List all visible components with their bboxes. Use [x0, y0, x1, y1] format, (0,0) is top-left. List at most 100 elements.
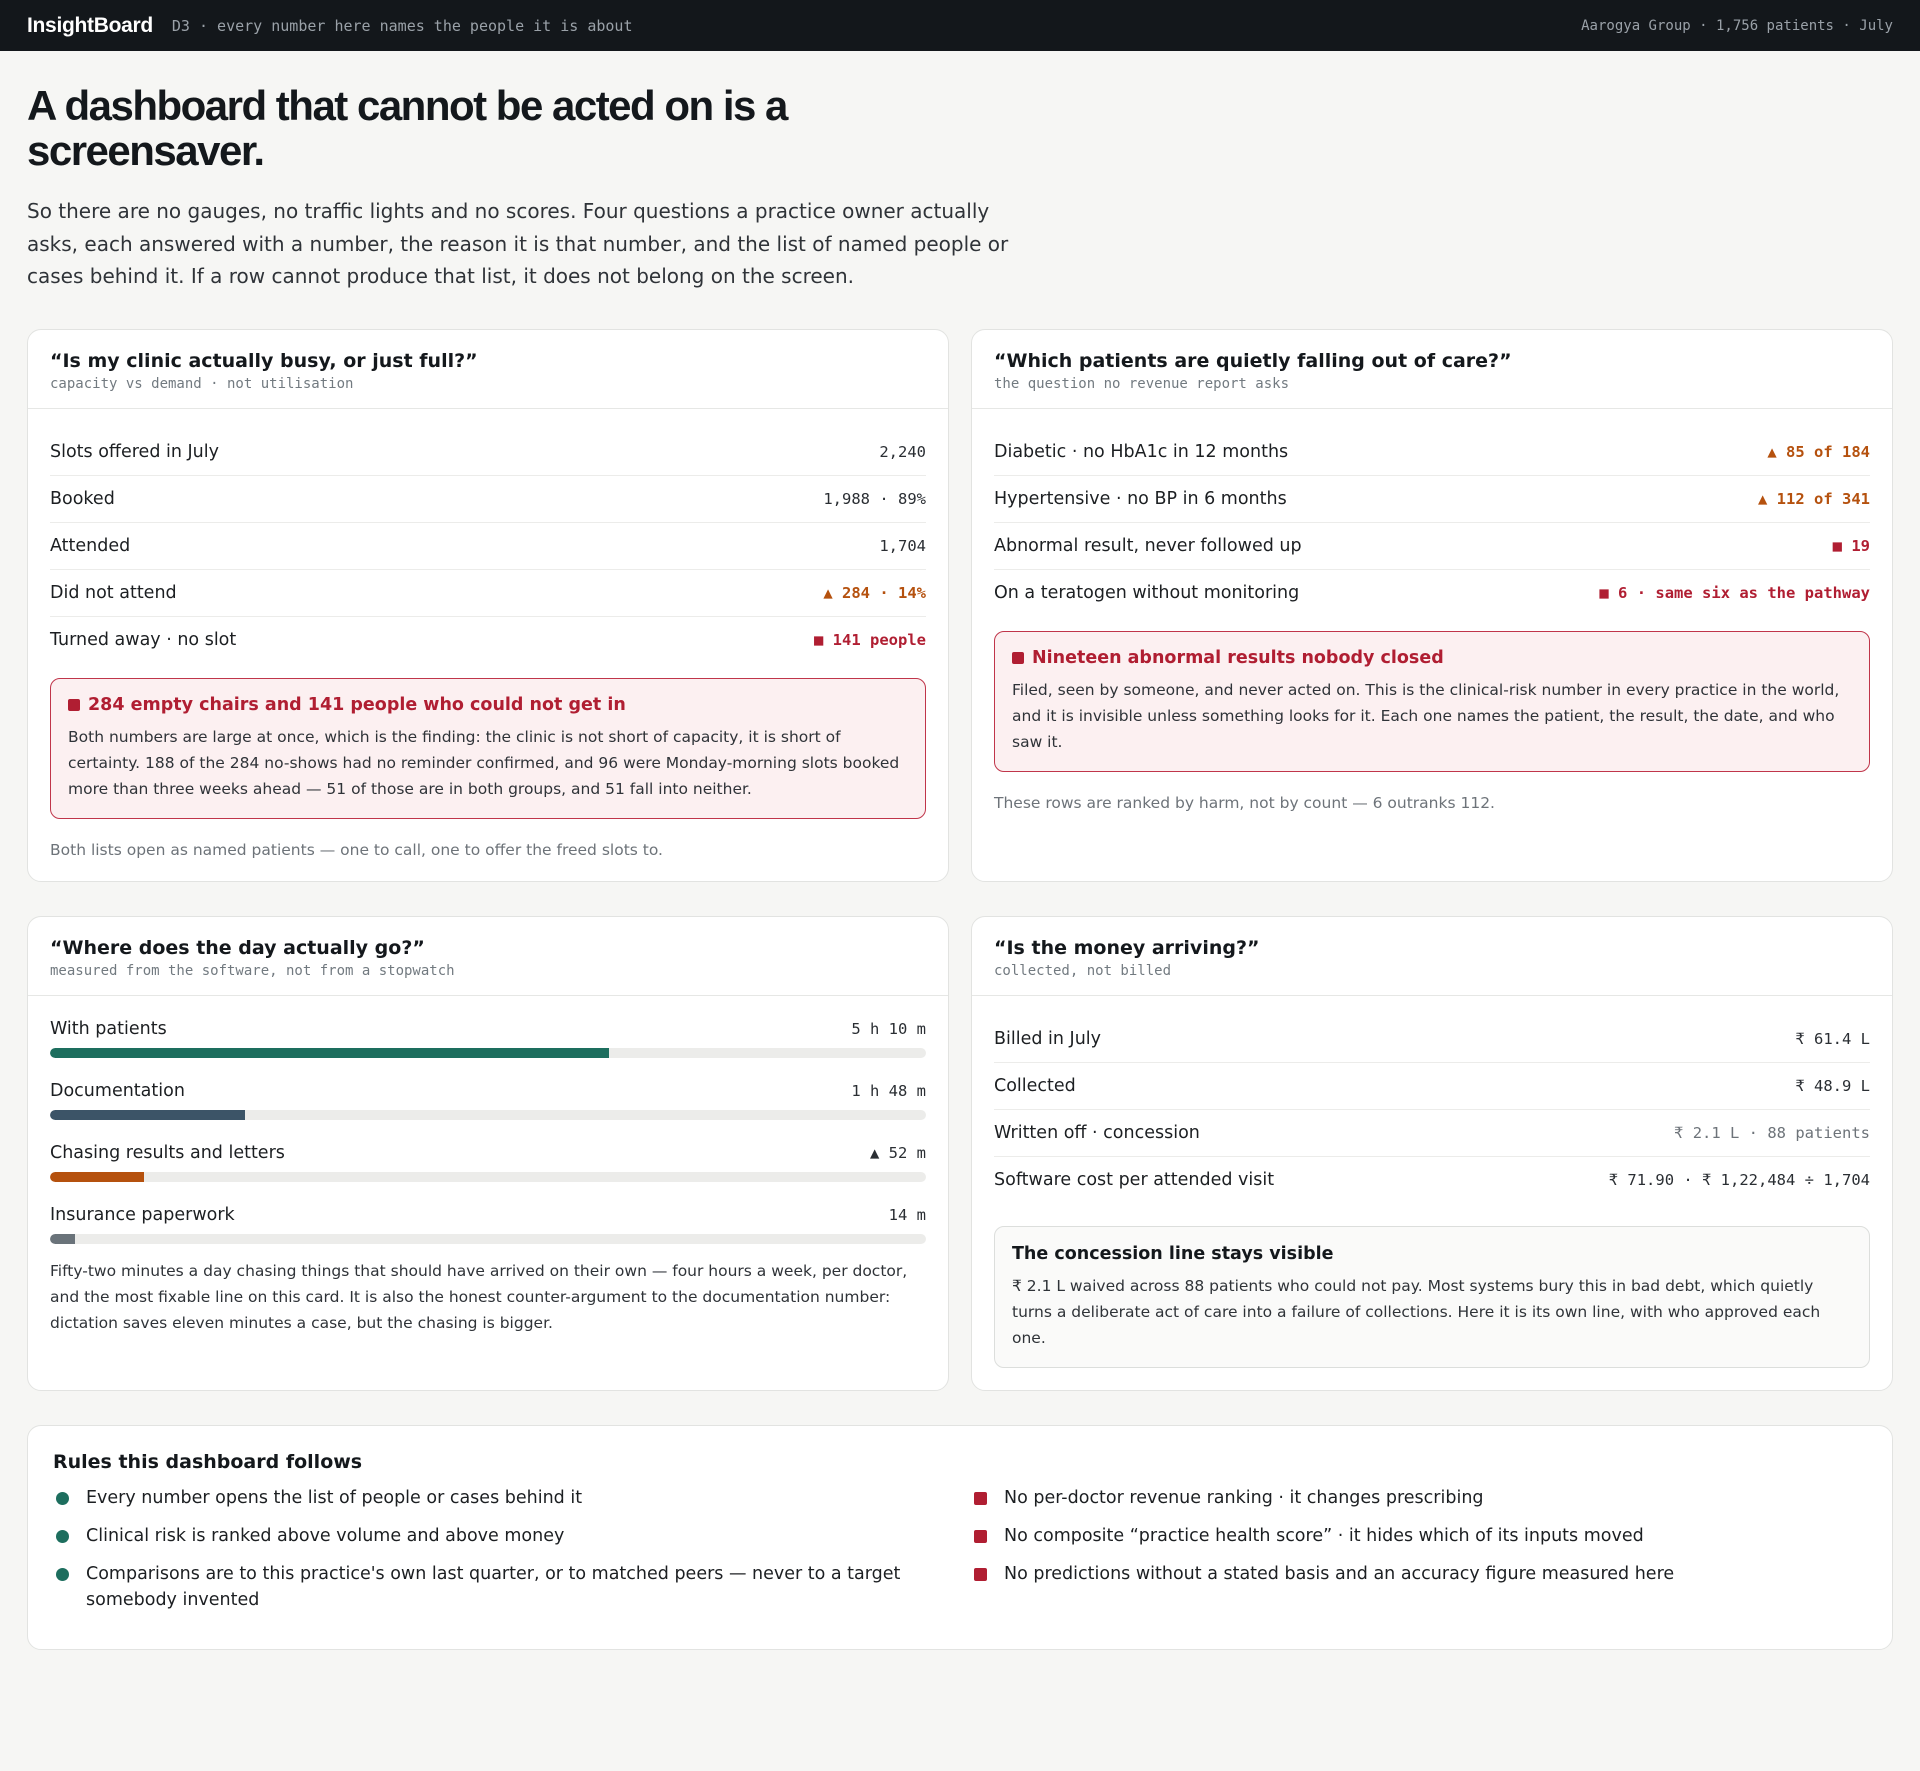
- metric-row-billed[interactable]: Billed in July ₹ 61.4 L: [994, 1016, 1870, 1063]
- card-title: “Which patients are quietly falling out …: [994, 349, 1512, 372]
- rule-item: Every number opens the list of people or…: [53, 1485, 971, 1512]
- metric-label: Did not attend: [50, 582, 177, 603]
- card-header: “Is my clinic actually busy, or just ful…: [28, 330, 948, 409]
- bar-fill: [50, 1109, 245, 1120]
- card-footnote: These rows are ranked by harm, not by co…: [994, 793, 1495, 812]
- metric-row-turned-away[interactable]: Turned away · no slot ■ 141 people: [50, 617, 926, 664]
- metric-label: Billed in July: [994, 1028, 1102, 1049]
- metric-label: Hypertensive · no BP in 6 months: [994, 488, 1287, 509]
- bar-fill: [50, 1233, 76, 1244]
- bar-label: Documentation: [50, 1080, 185, 1101]
- card-subtitle: measured from the software, not from a s…: [50, 962, 455, 979]
- metric-value-danger: ■ 141 people: [814, 631, 926, 649]
- metric-row-attended[interactable]: Attended 1,704: [50, 523, 926, 570]
- hero: A dashboard that cannot be acted on is a…: [0, 51, 1920, 293]
- metric-list: Billed in July ₹ 61.4 L Collected ₹ 48.9…: [994, 1016, 1870, 1204]
- rule-text: No predictions without a stated basis an…: [1004, 1563, 1675, 1584]
- rule-text: No per-doctor revenue ranking · it chang…: [1004, 1487, 1484, 1508]
- metric-row-diabetic[interactable]: Diabetic · no HbA1c in 12 months ▲ 85 of…: [994, 429, 1870, 476]
- card-title: “Is my clinic actually busy, or just ful…: [50, 349, 478, 372]
- red-square-icon: [974, 1491, 987, 1505]
- card-subtitle: collected, not billed: [994, 962, 1172, 979]
- bar-track: [50, 1047, 926, 1058]
- question-grid: “Is my clinic actually busy, or just ful…: [0, 293, 1920, 1391]
- metric-value: ₹ 61.4 L: [1795, 1029, 1870, 1048]
- metric-value: 1,988 · 89%: [823, 489, 926, 508]
- bar-track: [50, 1233, 926, 1244]
- time-bar-item[interactable]: Insurance paperwork 14 m: [50, 1196, 926, 1244]
- metric-value: ₹ 71.90 · ₹ 1,22,484 ÷ 1,704: [1608, 1171, 1870, 1189]
- metric-row-collected[interactable]: Collected ₹ 48.9 L: [994, 1063, 1870, 1110]
- falling-out-card: “Which patients are quietly falling out …: [971, 328, 1893, 882]
- metric-label: Booked: [50, 488, 115, 509]
- bar-value-warning: ▲ 52 m: [870, 1143, 926, 1162]
- app-tagline: D3 · every number here names the people …: [171, 16, 633, 35]
- metric-value-warning: ▲ 85 of 184: [1767, 442, 1870, 461]
- metric-value: 2,240: [879, 442, 926, 461]
- org-context: Aarogya Group · 1,756 patients · July: [1581, 17, 1893, 34]
- rules-refuses-list: No per-doctor revenue ranking · it chang…: [971, 1485, 1871, 1626]
- metric-value: ₹ 48.9 L: [1795, 1076, 1870, 1095]
- green-dot-icon: [56, 1567, 69, 1581]
- metric-row-software-cost[interactable]: Software cost per attended visit ₹ 71.90…: [994, 1157, 1870, 1204]
- alert-square-icon: [1012, 651, 1024, 664]
- metric-value-danger: ■ 19: [1832, 536, 1870, 555]
- metric-row-slots-offered[interactable]: Slots offered in July 2,240: [50, 429, 926, 476]
- rules-title: Rules this dashboard follows: [53, 1450, 363, 1473]
- card-header: “Is the money arriving?” collected, not …: [972, 917, 1892, 996]
- card-header: “Where does the day actually go?” measur…: [28, 917, 948, 996]
- metric-value-danger: ■ 6 · same six as the pathway: [1599, 584, 1870, 602]
- metric-row-written-off[interactable]: Written off · concession ₹ 2.1 L · 88 pa…: [994, 1110, 1870, 1157]
- app-logo[interactable]: InsightBoard: [27, 13, 153, 37]
- capacity-card: “Is my clinic actually busy, or just ful…: [27, 328, 949, 882]
- alert-square-icon: [68, 698, 80, 711]
- metric-row-did-not-attend[interactable]: Did not attend ▲ 284 · 14%: [50, 570, 926, 617]
- time-bar-list: With patients 5 h 10 m Documentation 1 h…: [50, 1010, 926, 1244]
- bar-track: [50, 1109, 926, 1120]
- finding-callout[interactable]: 284 empty chairs and 141 people who coul…: [50, 677, 926, 819]
- red-square-icon: [974, 1567, 987, 1581]
- card-header: “Which patients are quietly falling out …: [972, 330, 1892, 409]
- bar-fill: [50, 1171, 144, 1182]
- metric-value-warning: ▲ 112 of 341: [1758, 489, 1870, 508]
- metric-value: 1,704: [879, 536, 926, 555]
- metric-label: Attended: [50, 535, 131, 556]
- page-title: A dashboard that cannot be acted on is a…: [27, 82, 788, 174]
- card-footnote: Both lists open as named patients — one …: [50, 840, 663, 859]
- top-bar: InsightBoard D3 · every number here name…: [0, 0, 1920, 51]
- metric-row-abnormal-result[interactable]: Abnormal result, never followed up ■ 19: [994, 523, 1870, 570]
- callout-title: 284 empty chairs and 141 people who coul…: [88, 694, 626, 715]
- card-explanation: Fifty-two minutes a day chasing things t…: [50, 1261, 908, 1332]
- metric-label: Diabetic · no HbA1c in 12 months: [994, 441, 1289, 462]
- callout-text: Filed, seen by someone, and never acted …: [1012, 680, 1840, 751]
- callout-text: Both numbers are large at once, which is…: [68, 727, 900, 798]
- page-intro: So there are no gauges, no traffic light…: [27, 199, 1009, 288]
- metric-label: Software cost per attended visit: [994, 1170, 1275, 1190]
- finding-callout[interactable]: Nineteen abnormal results nobody closed …: [994, 630, 1870, 772]
- time-bar-item[interactable]: Documentation 1 h 48 m: [50, 1072, 926, 1120]
- metric-row-teratogen[interactable]: On a teratogen without monitoring ■ 6 · …: [994, 570, 1870, 617]
- rule-text: No composite “practice health score” · i…: [1004, 1525, 1644, 1546]
- red-square-icon: [974, 1529, 987, 1543]
- metric-row-booked[interactable]: Booked 1,988 · 89%: [50, 476, 926, 523]
- bar-value: 1 h 48 m: [851, 1081, 926, 1100]
- callout-title: The concession line stays visible: [1012, 1243, 1334, 1264]
- bar-label: With patients: [50, 1018, 167, 1039]
- metric-label: Abnormal result, never followed up: [994, 535, 1302, 556]
- green-dot-icon: [56, 1529, 69, 1543]
- bar-label: Insurance paperwork: [50, 1204, 235, 1225]
- time-bar-item[interactable]: With patients 5 h 10 m: [50, 1010, 926, 1058]
- metric-row-hypertensive[interactable]: Hypertensive · no BP in 6 months ▲ 112 o…: [994, 476, 1870, 523]
- concession-callout[interactable]: The concession line stays visible ₹ 2.1 …: [994, 1225, 1870, 1368]
- metric-list: Diabetic · no HbA1c in 12 months ▲ 85 of…: [994, 429, 1870, 617]
- rule-item: Clinical risk is ranked above volume and…: [53, 1523, 971, 1550]
- bar-value: 14 m: [888, 1205, 926, 1224]
- time-bar-item[interactable]: Chasing results and letters ▲ 52 m: [50, 1134, 926, 1182]
- metric-label: Slots offered in July: [50, 441, 219, 462]
- rule-text: Clinical risk is ranked above volume and…: [86, 1525, 565, 1546]
- metric-list: Slots offered in July 2,240 Booked 1,988…: [50, 429, 926, 664]
- metric-label: Turned away · no slot: [50, 630, 237, 650]
- money-card: “Is the money arriving?” collected, not …: [971, 915, 1893, 1391]
- metric-value-muted: ₹ 2.1 L · 88 patients: [1674, 1123, 1870, 1142]
- callout-title: Nineteen abnormal results nobody closed: [1032, 647, 1444, 668]
